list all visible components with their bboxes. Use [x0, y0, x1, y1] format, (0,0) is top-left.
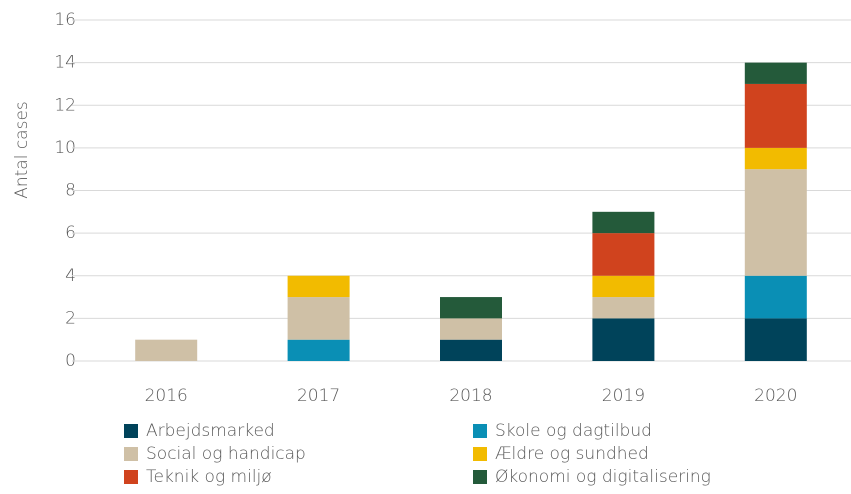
bar-segment	[592, 275, 655, 298]
y-tick-label: 6	[65, 223, 76, 243]
legend-label: Ældre og sundhed	[495, 444, 649, 464]
bar-segment	[592, 297, 655, 319]
bar-segment	[592, 233, 655, 276]
x-tick-label: 2017	[297, 386, 340, 406]
legend-label: Økonomi og digitalisering	[495, 467, 711, 487]
bar-segment	[744, 169, 807, 276]
bar-segment	[744, 147, 807, 170]
y-tick-label: 12	[54, 95, 76, 115]
y-tick-label: 2	[65, 308, 76, 328]
bar-segment	[744, 318, 807, 361]
bar-segment	[744, 83, 807, 148]
legend-swatch	[473, 424, 487, 438]
y-tick-label: 8	[65, 181, 76, 201]
x-tick-label: 2019	[602, 386, 645, 406]
bar-segment	[744, 275, 807, 319]
bar-segment	[744, 62, 807, 84]
bar-segment	[287, 275, 350, 298]
legend-label: Arbejdsmarked	[146, 421, 275, 441]
x-tick-label: 2018	[449, 386, 492, 406]
legend-label: Social og handicap	[146, 444, 306, 464]
bar-segment	[592, 211, 655, 234]
legend-swatch	[473, 447, 487, 461]
legend-swatch	[124, 447, 138, 461]
x-tick-label: 2016	[145, 386, 188, 406]
legend-label: Teknik og miljø	[146, 467, 272, 487]
bar-segment	[592, 318, 655, 361]
legend-label: Skole og dagtilbud	[495, 421, 652, 441]
x-tick-label: 2020	[754, 386, 797, 406]
bar-segment	[287, 297, 350, 340]
bar-segment	[135, 339, 198, 361]
legend-swatch	[473, 470, 487, 484]
legend-swatch	[124, 470, 138, 484]
legend-swatch	[124, 424, 138, 438]
y-axis-label: Antal cases	[12, 101, 32, 199]
bar-segment	[440, 297, 502, 319]
y-tick-label: 10	[54, 138, 76, 158]
y-tick-label: 0	[65, 351, 76, 371]
y-tick-label: 14	[54, 53, 76, 73]
bar-segment	[440, 318, 502, 340]
bar-segment	[440, 339, 502, 361]
y-tick-label: 16	[54, 10, 76, 30]
y-tick-label: 4	[65, 266, 76, 286]
bar-segment	[287, 339, 350, 361]
